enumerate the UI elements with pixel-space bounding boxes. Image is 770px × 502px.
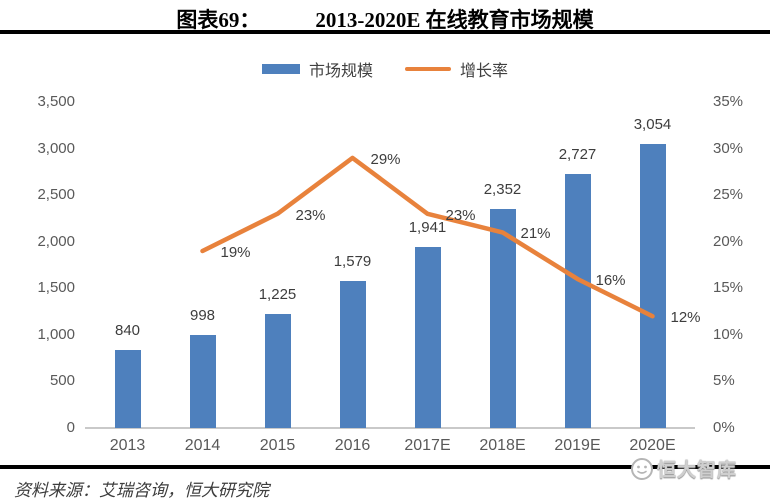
axis-tick-right: 5% [713,372,735,390]
axis-tick-left: 2,000 [37,232,75,250]
x-axis-label-2017E: 2017E [404,437,451,454]
footer-divider [0,465,770,469]
bar-2015 [264,313,291,428]
legend-label-growth-rate: 增长率 [460,63,509,80]
page-title: 2013-2020E 在线教育市场规模 [315,8,594,32]
line-point-label-2016: 29% [370,150,401,168]
bar-value-label-2013: 840 [114,321,141,339]
bar-value-label-2019E: 2,727 [558,145,597,163]
axis-tick-left: 0 [66,419,75,436]
bar-2016 [339,280,366,428]
brand-logo: 恒大智库 [630,455,737,482]
legend-label-market-size: 市场规模 [308,63,373,80]
axis-tick-right: 30% [713,139,744,157]
bar-value-label-2018E: 2,352 [483,180,522,198]
legend-item-market-size: 市场规模 [261,57,373,81]
line-point-label-2017E: 23% [445,206,476,224]
line-point-label-2014: 19% [220,244,251,262]
chart-legend: 市场规模 增长率 [0,57,770,81]
line-point-label-2018E: 21% [520,225,551,243]
axis-tick-right: 20% [713,232,744,250]
x-axis-label-2020E: 2020E [629,437,676,454]
line-point-label-2019E: 16% [595,271,626,289]
axis-tick-left: 3,000 [37,139,75,157]
axis-tick-right: 15% [713,279,744,297]
smiley-face-icon [631,457,653,480]
x-axis-label-2018E: 2018E [479,437,526,454]
line-point-label-2020E: 12% [670,309,701,327]
bar-2013 [114,349,141,428]
header-divider [0,30,770,34]
bar-2014 [189,335,216,428]
bar-value-label-2016: 1,579 [333,252,372,270]
axis-tick-right: 10% [713,325,744,343]
x-axis-label-2013: 2013 [109,437,146,454]
line-point-label-2015: 23% [295,206,326,224]
bar-value-label-2014: 998 [189,307,216,325]
bar-2020E [639,143,666,428]
axis-tick-right: 35% [713,93,744,110]
x-axis-line [85,427,695,429]
bar-2019E [564,173,591,428]
bar-value-label-2020E: 3,054 [633,115,672,133]
axis-tick-left: 500 [49,372,75,390]
bar-2017E [414,247,441,428]
axis-tick-right: 25% [713,186,744,204]
bar-value-label-2015: 1,225 [258,285,297,303]
axis-tick-right: 0% [713,419,735,436]
legend-line-swatch [405,67,451,71]
axis-tick-left: 3,500 [37,93,75,110]
legend-item-growth-rate: 增长率 [405,57,508,81]
legend-bar-swatch [261,64,300,74]
x-axis-label-2014: 2014 [184,437,221,454]
x-axis-label-2019E: 2019E [554,437,601,454]
chart-header: 图表69： 2013-2020E 在线教育市场规模 [0,4,770,34]
data-source-note: 资料来源：艾瑞咨询，恒大研究院 [14,481,269,500]
axis-tick-left: 2,500 [37,186,75,204]
x-axis-label-2015: 2015 [259,437,296,454]
axis-tick-left: 1,500 [37,279,75,297]
brand-logo-text: 恒大智库 [657,460,738,481]
axis-tick-left: 1,000 [37,325,75,343]
figure-label: 图表69： [176,8,261,32]
x-axis-label-2016: 2016 [334,437,371,454]
